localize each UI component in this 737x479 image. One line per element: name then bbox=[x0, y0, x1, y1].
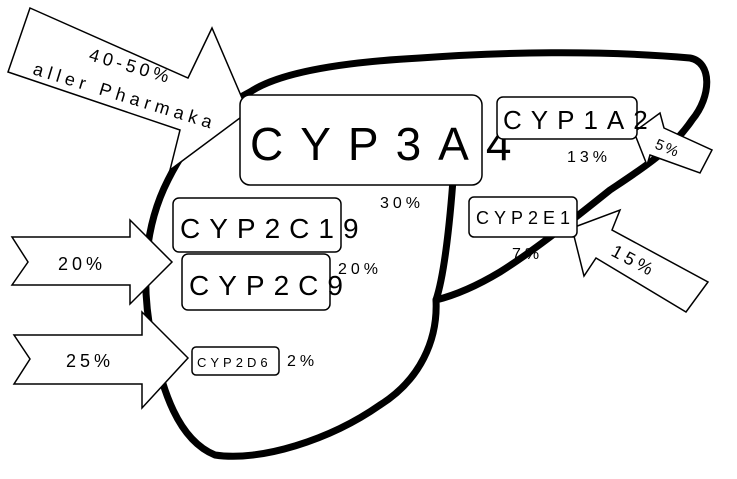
enzyme-cyp1a2: CYP1A2 bbox=[496, 96, 657, 140]
cyp2d6-label: CYP2D6 bbox=[197, 355, 272, 370]
arrow-left-middle: 20% bbox=[10, 218, 174, 306]
arrow-left-bottom-label: 25% bbox=[66, 351, 114, 371]
arrow-top-left: 40-50% aller Pharmaka bbox=[7, 6, 249, 172]
arrow-right-top: 5% bbox=[633, 111, 714, 174]
cyp2d6-percent: 2% bbox=[287, 353, 318, 370]
cyp2c9-percent: 20% bbox=[338, 261, 382, 278]
enzyme-cyp2d6: CYP2D6 bbox=[191, 346, 280, 376]
enzyme-cyp2c19: CYP2C19 bbox=[172, 197, 368, 253]
arrow-left-middle-label: 20% bbox=[58, 254, 106, 274]
enzyme-cyp3a4: CYP3A4 bbox=[239, 94, 528, 186]
arrow-right-bottom: 15% bbox=[571, 208, 710, 313]
cyp2c9-label: CYP2C9 bbox=[189, 270, 352, 301]
cyp2c19-label: CYP2C19 bbox=[180, 213, 368, 244]
enzyme-cyp2c9: CYP2C9 bbox=[181, 253, 352, 311]
cyp1a2-label: CYP1A2 bbox=[503, 105, 657, 135]
arrow-left-bottom: 25% bbox=[12, 310, 190, 410]
cyp1a2-percent: 13% bbox=[567, 149, 611, 166]
cyp2e1-label: CYP2E1 bbox=[476, 208, 575, 228]
liver-outline bbox=[142, 49, 711, 460]
cyp3a4-percent: 30% bbox=[380, 195, 424, 212]
cyp2e1-percent: 7% bbox=[512, 246, 543, 263]
enzyme-cyp2e1: CYP2E1 bbox=[468, 196, 578, 238]
cyp3a4-label: CYP3A4 bbox=[250, 118, 528, 170]
